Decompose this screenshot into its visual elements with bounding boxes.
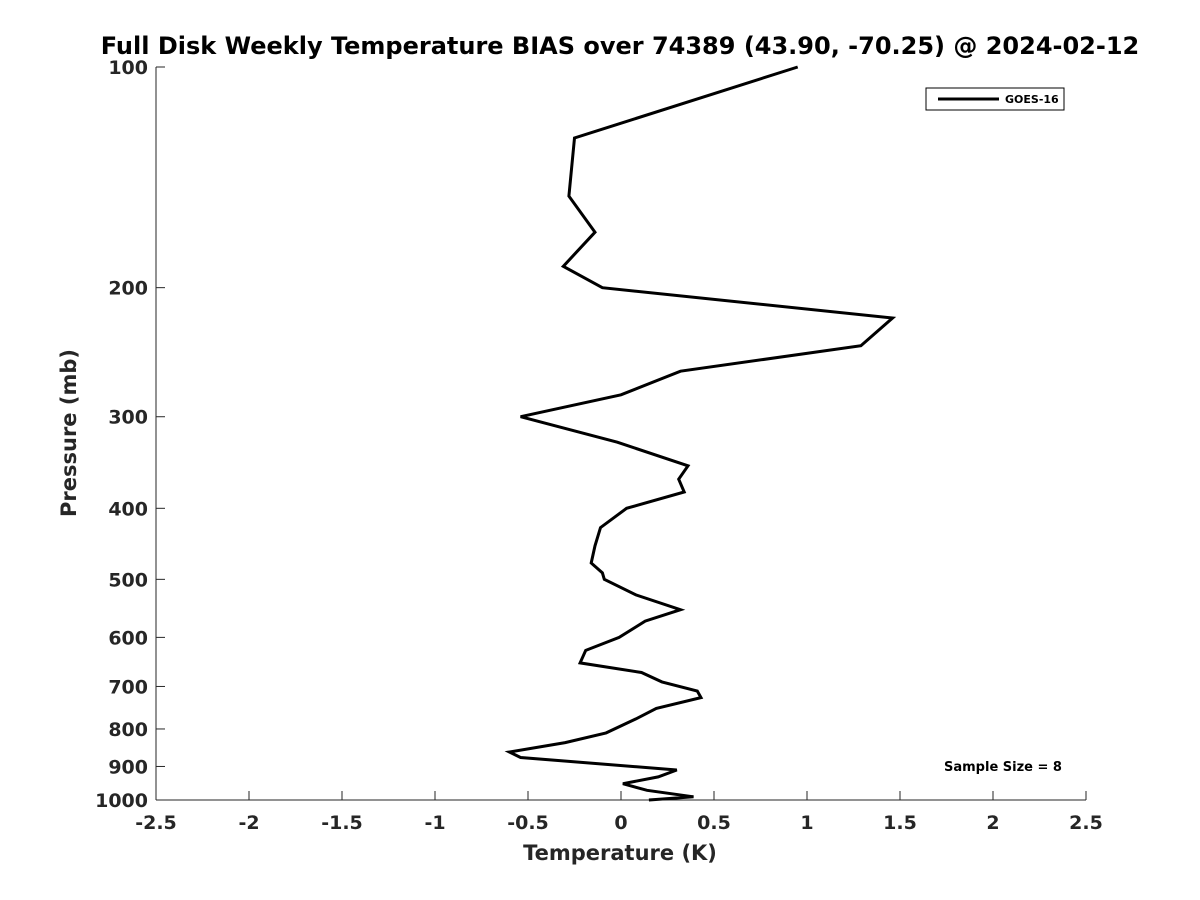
y-tick-label: 300: [108, 407, 148, 429]
x-tick-label: 0: [614, 812, 627, 834]
y-tick-label: 1000: [95, 790, 148, 812]
chart-title: Full Disk Weekly Temperature BIAS over 7…: [101, 32, 1140, 60]
x-tick-label: 2: [986, 812, 999, 834]
x-tick-label: -2.5: [135, 812, 177, 834]
x-tick-label: 2.5: [1069, 812, 1103, 834]
plot-area: [504, 65, 897, 802]
y-tick-label: 400: [108, 498, 148, 520]
y-axis-label: Pressure (mb): [57, 349, 81, 517]
sample-size-annotation: Sample Size = 8: [944, 760, 1062, 775]
y-tick-label: 100: [108, 57, 148, 79]
series-line-goes-16: [504, 65, 897, 802]
x-tick-label: 1.5: [883, 812, 917, 834]
y-tick-label: 200: [108, 278, 148, 300]
x-axis-label: Temperature (K): [523, 841, 717, 865]
legend-label-goes-16: GOES-16: [1005, 93, 1059, 106]
y-tick-label: 700: [108, 676, 148, 698]
y-tick-label: 600: [108, 627, 148, 649]
legend: GOES-16: [925, 87, 1065, 111]
x-tick-label: -1: [424, 812, 445, 834]
x-tick-label: -2: [238, 812, 259, 834]
y-tick-label: 900: [108, 756, 148, 778]
y-tick-label: 800: [108, 719, 148, 741]
x-tick-label: 0.5: [697, 812, 731, 834]
y-tick-label: 500: [108, 569, 148, 591]
x-tick-label: 1: [800, 812, 813, 834]
x-tick-label: -1.5: [321, 812, 363, 834]
axes: -2.5 -2 -1.5 -1 -0.5 0 0.5 1 1.5 2 2.5 100 200 300 400…: [95, 57, 1103, 834]
x-tick-label: -0.5: [507, 812, 549, 834]
